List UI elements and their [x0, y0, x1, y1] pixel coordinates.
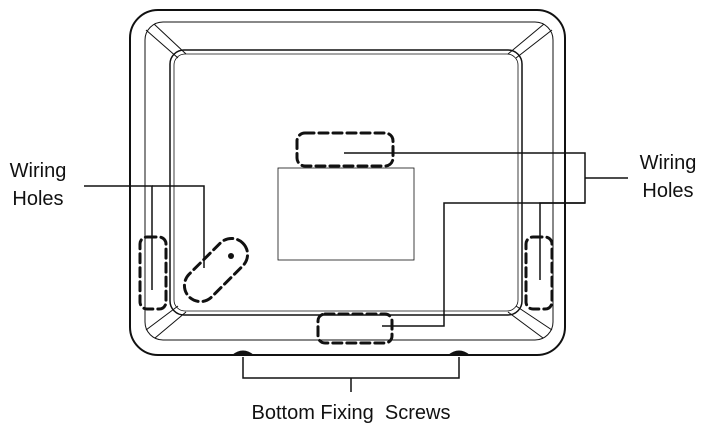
label-wiring-holes-left-line2: Holes [12, 188, 63, 210]
leader-right-bracket [344, 152, 586, 327]
back-panel-inner-outline [173, 53, 519, 312]
knockouts [138, 131, 554, 345]
label-bottom-fixing-screws: Bottom Fixing Screws [252, 402, 451, 424]
leader-left-to-oval [152, 185, 205, 268]
screw-head-left [232, 350, 254, 355]
bevel-line-bottom-right [515, 305, 553, 331]
housing-inner-edge [144, 21, 554, 341]
housing [129, 9, 566, 356]
label-wiring-holes-left-line1: Wiring [10, 160, 67, 182]
bottom-screw-slot [316, 312, 394, 345]
leader-left-to-side-hole [84, 185, 153, 290]
bevel-line-bottom-left [145, 305, 179, 331]
back-panel [145, 23, 553, 339]
bevel-line-top-left [145, 29, 179, 59]
wiring-hole-left-oval [182, 236, 250, 304]
bevel-line-bottom-right-2 [507, 311, 544, 339]
screw-heads [232, 350, 470, 355]
back-panel-outline [169, 49, 523, 316]
wiring-hole-top [295, 131, 395, 168]
label-wiring-holes-right-line2: Holes [642, 180, 693, 202]
bevel-line-bottom-left-2 [154, 311, 187, 339]
wiring-hole-left [138, 235, 168, 311]
housing-outer-edge [129, 9, 566, 356]
bevel-line-top-right-2 [507, 23, 545, 55]
bevel-line-top-right [515, 29, 553, 59]
wiring-hole-left-oval-dot [228, 253, 234, 259]
leader-lines [84, 152, 628, 392]
screw-head-right [448, 350, 470, 355]
leader-right-to-side-hole [539, 202, 585, 280]
leader-bottom-bracket [242, 357, 460, 379]
label-wiring-holes-right-line1: Wiring [640, 152, 697, 174]
bevel-line-top-left-2 [153, 23, 187, 55]
wiring-hole-right [524, 235, 554, 311]
center-label-area [277, 167, 415, 261]
